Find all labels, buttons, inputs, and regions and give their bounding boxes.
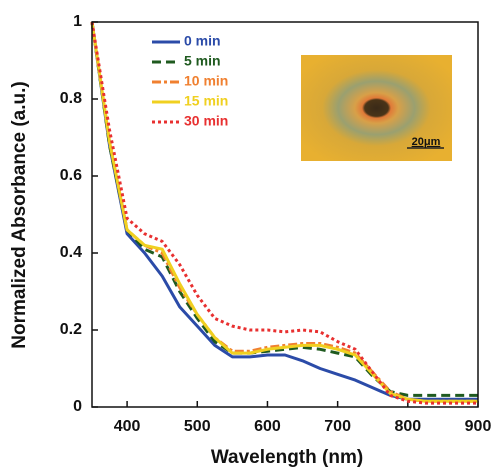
- plot-frame: [91, 21, 479, 408]
- y-tick-label: 1: [73, 13, 82, 30]
- inset-image: [301, 55, 452, 161]
- y-tick-label: 0.8: [60, 90, 82, 107]
- x-tick-label: 700: [324, 418, 351, 435]
- legend-label: 0 min: [184, 33, 221, 49]
- y-axis-title: Normalized Absorbance (a.u.): [9, 81, 30, 348]
- y-tick-label: 0.2: [60, 321, 82, 338]
- legend-label: 5 min: [184, 53, 221, 69]
- x-tick-label: 600: [254, 418, 281, 435]
- y-tick-label: 0.6: [60, 167, 82, 184]
- x-tick-label: 900: [465, 418, 492, 435]
- y-tick-label: 0: [73, 398, 82, 415]
- legend-label: 15 min: [184, 93, 228, 109]
- x-tick-label: 400: [114, 418, 141, 435]
- series-line: [90, 21, 478, 405]
- y-tick-label: 0.4: [60, 244, 82, 261]
- legend-label: 30 min: [184, 113, 228, 129]
- x-tick-label: 500: [184, 418, 211, 435]
- x-tick-label: 800: [394, 418, 421, 435]
- x-axis-title: Wavelength (nm): [211, 447, 363, 468]
- inset-annotation: 20μm: [412, 136, 441, 148]
- series-line: [90, 21, 478, 403]
- series-line: [90, 21, 478, 397]
- legend-label: 10 min: [184, 73, 228, 89]
